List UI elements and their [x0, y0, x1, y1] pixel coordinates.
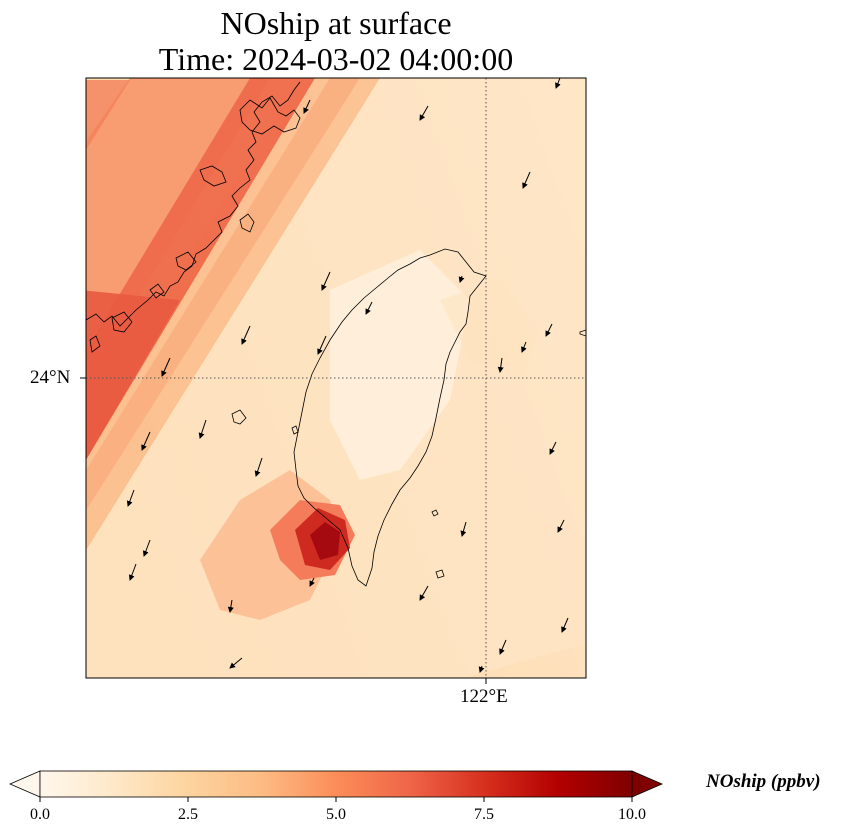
lat-tick-label: 24°N [30, 367, 71, 388]
wind-arrow [227, 599, 234, 613]
wind-arrow [229, 657, 243, 669]
wind-arrow [365, 301, 373, 315]
wind-arrow [317, 335, 327, 355]
plume-corner [86, 80, 130, 150]
concentration-field [86, 78, 586, 678]
penghu-island-2 [291, 425, 299, 435]
lon-tick-label: 122°E [460, 686, 508, 707]
taiwan-low-area [330, 250, 470, 480]
cb-tick-label-2: 5.0 [326, 806, 346, 823]
kaohsiung-hotspot [310, 522, 340, 560]
wind-arrow [198, 419, 207, 439]
wind-arrow [499, 639, 507, 655]
wind-arrow [141, 431, 151, 451]
wind-arrow [126, 489, 135, 507]
wind-vectors [126, 78, 569, 673]
penghu-island-1 [231, 409, 247, 425]
northeast-tinge [440, 280, 540, 380]
wind-arrow [254, 457, 263, 477]
wind-arrow [522, 171, 531, 189]
colorbar-ticks [39, 797, 633, 802]
colorbar [8, 770, 664, 802]
colorbar-label: NOship (ppbv) [706, 771, 821, 792]
wind-arrow [161, 357, 171, 377]
island-1 [199, 165, 227, 187]
cb-tick-label-0: 0.0 [30, 806, 50, 823]
wind-arrow [478, 665, 485, 673]
wind-arrow [142, 539, 151, 557]
colorbar-min-extend [8, 770, 41, 798]
colorbar-max-extend [631, 770, 664, 798]
wind-arrow [460, 521, 467, 537]
coastal-plume-core [86, 290, 180, 460]
island-2 [239, 213, 255, 233]
coastlines [86, 81, 586, 587]
taiwan-coastline [293, 248, 487, 587]
gridlines [86, 78, 586, 678]
plume-outer-band [86, 78, 380, 551]
wind-arrow [521, 341, 527, 353]
china-inner-coast [239, 97, 301, 135]
wind-arrow [497, 357, 504, 373]
china-coastline [86, 81, 301, 327]
plume-outer-band-2 [86, 78, 360, 511]
map-title-line-1: NOship at surface [220, 5, 452, 41]
wind-arrow [241, 325, 251, 345]
island-4 [149, 283, 165, 299]
lanyu-island [431, 509, 439, 517]
island-5 [111, 311, 133, 333]
wind-arrow [321, 271, 331, 291]
wind-arrow [555, 78, 561, 89]
wind-arrow [419, 585, 429, 601]
wind-arrow [545, 323, 553, 337]
wind-arrow [128, 563, 137, 581]
cb-tick-label-3: 7.5 [474, 806, 494, 823]
cb-tick-label-4: 10.0 [618, 806, 646, 823]
wind-arrow [557, 519, 565, 533]
map-title-line-2: Time: 2024-03-02 04:00:00 [158, 41, 514, 77]
colorbar-gradient [39, 770, 633, 798]
island-6 [89, 335, 101, 353]
map-canvas [80, 77, 587, 684]
shipping-lane-plume [86, 78, 315, 460]
wind-arrow [549, 441, 557, 455]
wind-arrow [419, 105, 429, 121]
wind-arrow [458, 275, 465, 283]
wind-arrow [303, 99, 311, 114]
cb-tick-label-1: 2.5 [178, 806, 198, 823]
east-islet [579, 329, 586, 337]
wind-arrow [561, 617, 569, 633]
wind-arrow [309, 577, 315, 587]
green-island [435, 569, 445, 579]
island-3 [175, 251, 197, 271]
